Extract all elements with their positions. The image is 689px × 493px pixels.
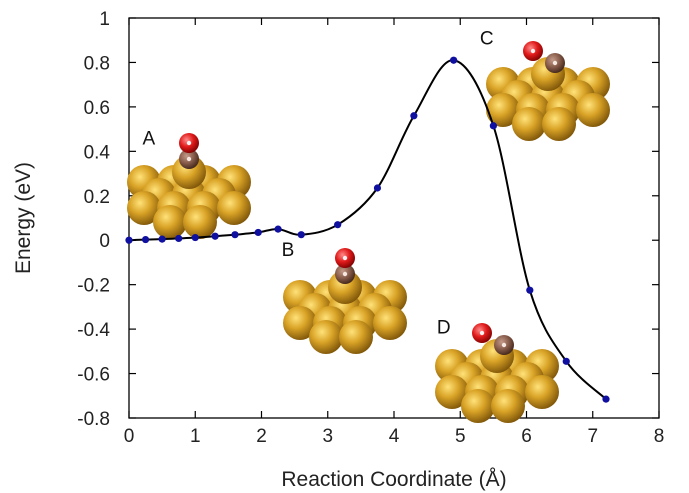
structure-d xyxy=(435,323,559,423)
atom-highlight xyxy=(530,48,536,54)
y-tick-label: 1 xyxy=(99,9,110,30)
atom-highlight xyxy=(186,156,192,162)
x-tick-label: 5 xyxy=(455,426,466,447)
data-point xyxy=(450,56,458,64)
data-point xyxy=(175,234,183,243)
y-tick-label: 0 xyxy=(99,231,110,252)
data-point xyxy=(158,235,166,243)
y-tick-labels: 1 0.8 0.6 0.4 0.2 0 -0.2 -0.4 -0.6 -0.8 xyxy=(77,9,110,430)
x-tick-label: 3 xyxy=(322,426,333,447)
structure-label-c: C xyxy=(480,29,494,50)
atom-highlight xyxy=(186,140,192,146)
data-point xyxy=(297,231,305,239)
structure-b xyxy=(283,248,407,354)
structure-labels: A B C D xyxy=(143,29,494,339)
gold-atom xyxy=(435,375,469,409)
data-point xyxy=(526,286,534,294)
x-tick-label: 7 xyxy=(587,426,598,447)
gold-atom xyxy=(217,191,251,225)
y-tick-label: 0.2 xyxy=(84,187,110,208)
atom-highlight xyxy=(342,271,348,277)
data-points xyxy=(125,56,610,403)
data-point xyxy=(254,228,262,237)
gold-atom xyxy=(542,107,576,141)
y-tick-label: -0.6 xyxy=(77,365,110,386)
structure-label-a: A xyxy=(143,129,156,150)
structure-label-b: B xyxy=(282,240,295,261)
y-tick-label: -0.8 xyxy=(77,409,110,430)
structure-a xyxy=(127,133,251,239)
gold-atom xyxy=(525,375,559,409)
y-axis-title: Energy (eV) xyxy=(12,162,35,274)
axis-ticks xyxy=(128,17,660,419)
data-point xyxy=(373,184,382,192)
gold-atom xyxy=(283,306,317,340)
data-point xyxy=(489,122,497,130)
x-tick-label: 2 xyxy=(256,426,267,447)
y-tick-label: -0.4 xyxy=(77,320,110,341)
data-point xyxy=(211,232,219,240)
x-tick-labels: 0 1 2 3 4 5 6 7 8 xyxy=(124,426,665,447)
y-tick-label: 0.8 xyxy=(84,53,110,74)
gold-atom xyxy=(339,320,373,354)
x-tick-label: 0 xyxy=(124,426,135,447)
y-tick-label: 0.4 xyxy=(84,142,111,163)
gold-atom xyxy=(127,191,161,225)
x-tick-label: 4 xyxy=(389,426,400,447)
gold-atom xyxy=(461,389,495,423)
structure-c xyxy=(486,41,610,141)
y-tick-label: 0.6 xyxy=(84,98,110,119)
atom-highlight xyxy=(501,342,507,348)
atom-highlight xyxy=(479,330,485,336)
data-point xyxy=(141,235,150,244)
y-tick-label: -0.2 xyxy=(77,276,110,297)
data-point xyxy=(125,236,133,244)
atom-highlight xyxy=(552,60,558,66)
gold-atom xyxy=(486,93,520,127)
gold-atom xyxy=(373,306,407,340)
gold-atom xyxy=(183,205,217,239)
molecular-structures xyxy=(127,41,610,423)
x-tick-label: 6 xyxy=(521,426,532,447)
x-axis-title: Reaction Coordinate (Å) xyxy=(281,468,506,491)
data-point xyxy=(191,233,199,242)
data-point xyxy=(602,395,610,403)
gold-atom xyxy=(153,205,187,239)
x-tick-label: 1 xyxy=(190,426,201,447)
x-tick-label: 8 xyxy=(654,426,665,447)
gold-atom xyxy=(309,320,343,354)
gold-atom xyxy=(491,389,525,423)
data-point xyxy=(410,112,418,120)
atom-highlight xyxy=(342,255,348,261)
structure-label-d: D xyxy=(437,318,451,339)
data-point xyxy=(562,357,570,365)
data-point xyxy=(231,231,239,239)
gold-atom xyxy=(576,93,610,127)
data-point xyxy=(274,225,282,233)
data-point xyxy=(334,221,342,229)
gold-atom xyxy=(512,107,546,141)
